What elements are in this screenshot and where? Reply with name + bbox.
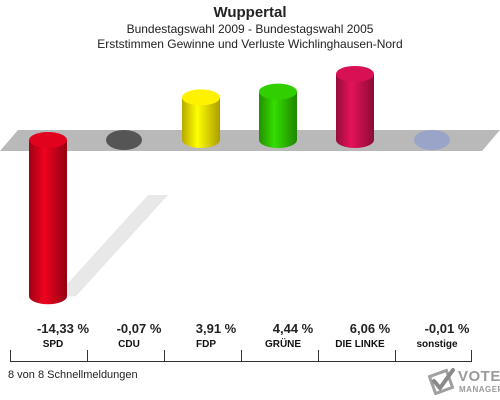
value-label: -0,01 % xyxy=(424,321,470,336)
x-axis-tick xyxy=(318,350,319,362)
ballot-check-icon xyxy=(428,368,455,395)
bar-body xyxy=(29,140,67,305)
chart-subtitle: Bundestagswahl 2009 - Bundestagswahl 200… xyxy=(126,22,374,36)
category-label: DIE LINKE xyxy=(335,339,385,350)
bar-grüne xyxy=(259,83,297,148)
bars xyxy=(29,65,450,305)
vote-manager-logo: VOTE MANAGER xyxy=(428,365,500,399)
bar-cap xyxy=(29,132,67,148)
x-axis xyxy=(10,350,472,362)
category-label: FDP xyxy=(196,339,216,350)
category-label: SPD xyxy=(42,339,64,350)
bar-cap xyxy=(336,65,374,82)
value-label: 4,44 % xyxy=(272,321,314,336)
bar-sonstige xyxy=(414,130,450,150)
x-axis-tick xyxy=(164,350,165,362)
value-label: 3,91 % xyxy=(195,321,237,336)
bar-fdp xyxy=(182,89,220,148)
chart-header: Wuppertal Bundestagswahl 2009 - Bundesta… xyxy=(0,4,500,52)
bar-disc xyxy=(414,130,450,150)
category-label: sonstige xyxy=(416,339,458,350)
status-text: 8 von 8 Schnellmeldungen xyxy=(8,369,138,381)
bar-chart xyxy=(0,65,500,305)
bar-body xyxy=(259,91,297,148)
category-label: GRÜNE xyxy=(264,339,302,350)
chart-title: Wuppertal xyxy=(213,4,287,21)
bar-body xyxy=(182,97,220,148)
x-axis-tick xyxy=(471,350,472,362)
logo-text-manager: MANAGER xyxy=(459,385,500,394)
x-axis-tick xyxy=(395,350,396,362)
bar-shadow xyxy=(56,195,168,297)
bar-shadows xyxy=(56,195,168,297)
bar-cap xyxy=(259,83,297,100)
category-label: CDU xyxy=(118,339,140,350)
chart-subtitle-2: Erststimmen Gewinne und Verluste Wichlin… xyxy=(97,37,403,51)
value-label: -14,33 % xyxy=(36,321,90,336)
value-label: -0,07 % xyxy=(116,321,162,336)
bar-die-linke xyxy=(336,65,374,148)
x-axis-tick xyxy=(241,350,242,362)
bar-cap xyxy=(182,89,220,106)
bar-body xyxy=(336,73,374,148)
logo-text-vote: VOTE xyxy=(458,368,500,385)
value-labels: -14,33 % -0,07 % 3,91 % 4,44 % 6,06 % -0,01 % xyxy=(0,321,500,337)
bar-spd xyxy=(29,132,67,305)
x-axis-tick xyxy=(87,350,88,362)
x-axis-tick xyxy=(10,350,11,362)
value-label: 6,06 % xyxy=(349,321,391,336)
bar-cdu xyxy=(106,130,142,150)
bar-disc xyxy=(106,130,142,150)
